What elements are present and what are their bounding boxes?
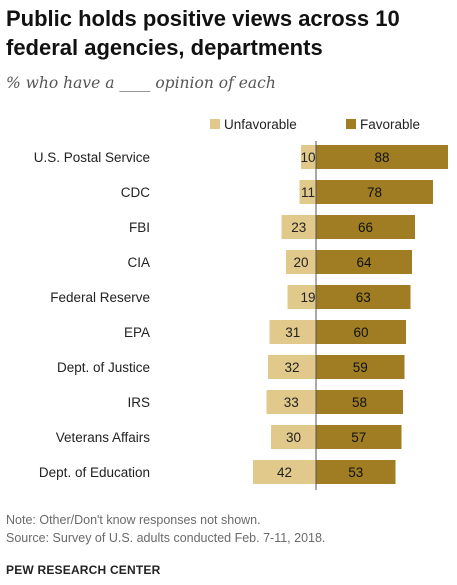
- data-label-favorable: 88: [374, 150, 389, 165]
- data-label-unfavorable: 20: [293, 255, 308, 270]
- data-label-favorable: 60: [353, 325, 368, 340]
- legend-swatch-unfavorable: [210, 119, 220, 129]
- bar-favorable: [316, 320, 406, 344]
- data-label-unfavorable: 32: [284, 360, 299, 375]
- category-label: Veterans Affairs: [56, 430, 151, 445]
- bar-unfavorable: [287, 285, 316, 309]
- category-label: IRS: [127, 395, 150, 410]
- bar-unfavorable: [268, 355, 316, 379]
- bar-unfavorable: [286, 250, 316, 274]
- legend-label-favorable: Favorable: [360, 117, 420, 132]
- data-label-unfavorable: 11: [301, 185, 315, 200]
- category-label: Federal Reserve: [50, 290, 150, 305]
- category-label: Dept. of Education: [39, 465, 150, 480]
- bar-unfavorable: [299, 180, 316, 204]
- bar-favorable: [316, 355, 405, 379]
- data-label-unfavorable: 10: [300, 150, 315, 165]
- bar-favorable: [316, 180, 433, 204]
- chart-note: Note: Other/Don't know responses not sho…: [6, 513, 261, 527]
- category-label: U.S. Postal Service: [34, 150, 150, 165]
- category-label: CDC: [121, 185, 150, 200]
- data-label-favorable: 78: [367, 185, 382, 200]
- category-label: CIA: [127, 255, 150, 270]
- bar-favorable: [316, 425, 402, 449]
- bar-unfavorable: [269, 320, 316, 344]
- chart-source: Source: Survey of U.S. adults conducted …: [6, 531, 326, 545]
- data-label-favorable: 58: [352, 395, 367, 410]
- data-label-favorable: 57: [351, 430, 366, 445]
- legend-swatch-favorable: [346, 119, 356, 129]
- bar-favorable: [316, 250, 412, 274]
- data-label-unfavorable: 23: [291, 220, 306, 235]
- bar-unfavorable: [281, 215, 316, 239]
- chart-subtitle: % who have a ____ opinion of each: [6, 74, 276, 92]
- data-label-favorable: 66: [358, 220, 373, 235]
- category-label: EPA: [124, 325, 150, 340]
- bar-favorable: [316, 460, 396, 484]
- data-label-unfavorable: 42: [277, 465, 292, 480]
- category-label: FBI: [129, 220, 150, 235]
- bar-favorable: [316, 145, 448, 169]
- data-label-unfavorable: 19: [300, 290, 315, 305]
- bar-unfavorable: [253, 460, 316, 484]
- bar-favorable: [316, 390, 403, 414]
- data-label-unfavorable: 33: [284, 395, 299, 410]
- category-label: Dept. of Justice: [57, 360, 150, 375]
- data-label-unfavorable: 30: [286, 430, 301, 445]
- bar-unfavorable: [266, 390, 316, 414]
- bar-unfavorable: [301, 145, 316, 169]
- bar-favorable: [316, 215, 415, 239]
- data-label-favorable: 53: [348, 465, 363, 480]
- legend-label-unfavorable: Unfavorable: [224, 117, 297, 132]
- data-label-favorable: 59: [353, 360, 368, 375]
- bar-favorable: [316, 285, 411, 309]
- brand-logo-text: PEW RESEARCH CENTER: [6, 563, 161, 577]
- data-label-unfavorable: 31: [285, 325, 300, 340]
- chart-title: Public holds positive views across 10 fe…: [6, 6, 400, 60]
- data-label-favorable: 64: [356, 255, 372, 270]
- bar-unfavorable: [271, 425, 316, 449]
- data-label-favorable: 63: [356, 290, 371, 305]
